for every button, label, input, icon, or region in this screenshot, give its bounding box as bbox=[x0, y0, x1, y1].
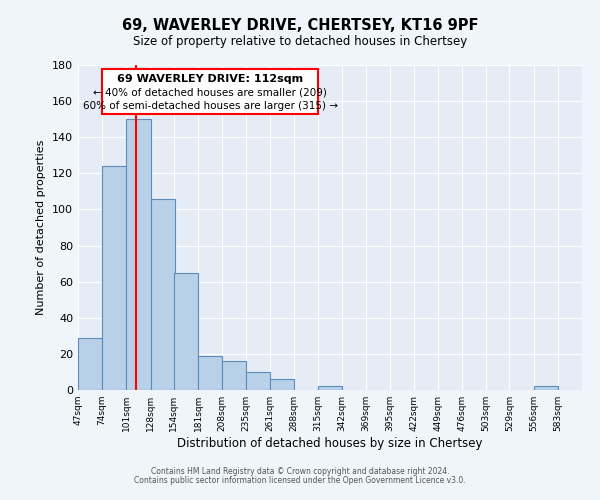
Bar bbox=[318, 386, 342, 390]
Text: Contains public sector information licensed under the Open Government Licence v3: Contains public sector information licen… bbox=[134, 476, 466, 485]
Bar bbox=[222, 361, 246, 390]
X-axis label: Distribution of detached houses by size in Chertsey: Distribution of detached houses by size … bbox=[177, 437, 483, 450]
Bar bbox=[78, 338, 102, 390]
Text: Size of property relative to detached houses in Chertsey: Size of property relative to detached ho… bbox=[133, 35, 467, 48]
Bar bbox=[174, 272, 198, 390]
Bar bbox=[198, 356, 222, 390]
Bar bbox=[269, 379, 294, 390]
Bar bbox=[533, 386, 558, 390]
Bar bbox=[151, 198, 175, 390]
Text: Contains HM Land Registry data © Crown copyright and database right 2024.: Contains HM Land Registry data © Crown c… bbox=[151, 467, 449, 476]
FancyBboxPatch shape bbox=[102, 68, 318, 114]
Text: 60% of semi-detached houses are larger (315) →: 60% of semi-detached houses are larger (… bbox=[83, 100, 338, 110]
Text: 69 WAVERLEY DRIVE: 112sqm: 69 WAVERLEY DRIVE: 112sqm bbox=[117, 74, 303, 84]
Text: 69, WAVERLEY DRIVE, CHERTSEY, KT16 9PF: 69, WAVERLEY DRIVE, CHERTSEY, KT16 9PF bbox=[122, 18, 478, 32]
Text: ← 40% of detached houses are smaller (209): ← 40% of detached houses are smaller (20… bbox=[93, 87, 327, 97]
Y-axis label: Number of detached properties: Number of detached properties bbox=[37, 140, 46, 315]
Bar bbox=[127, 119, 151, 390]
Bar bbox=[102, 166, 127, 390]
Bar bbox=[246, 372, 271, 390]
